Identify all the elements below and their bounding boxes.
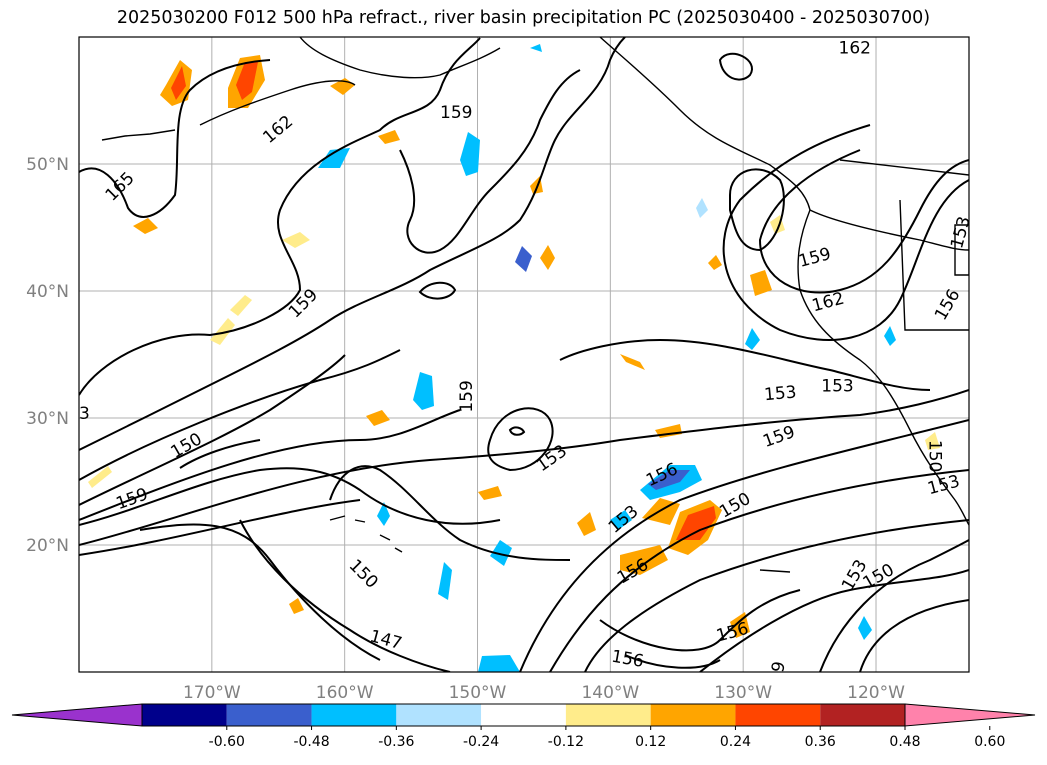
- colorbar-segment: [142, 704, 227, 726]
- lat-label: 30°N: [26, 409, 69, 429]
- colorbar-outline: [141, 703, 906, 727]
- refractivity-contours: [79, 37, 969, 672]
- contour-label: 9: [768, 660, 790, 674]
- lon-label: 150°W: [449, 683, 507, 703]
- lat-label: 40°N: [26, 282, 69, 302]
- colorbar-tick-label: -0.12: [548, 734, 584, 750]
- colorbar-segment: [735, 704, 821, 726]
- lon-label: 140°W: [581, 683, 639, 703]
- colorbar-tick-label: 0.24: [720, 734, 751, 750]
- colorbar-segment: [396, 704, 482, 726]
- lat-label: 50°N: [26, 155, 69, 175]
- contour-label: 153: [947, 214, 975, 251]
- contour-label: 153: [821, 376, 853, 396]
- colorbar-segment: [311, 704, 397, 726]
- colorbar-tick-label: 0.36: [805, 734, 836, 750]
- latitude-labels: 50°N 40°N 30°N 20°N: [26, 155, 69, 556]
- contour-label: 150: [924, 440, 944, 472]
- colorbar: -0.60 -0.48 -0.36 -0.24 -0.12 0.12 0.24 0.36 0.4…: [11, 703, 1036, 750]
- contour-label: 153: [763, 382, 797, 405]
- lon-label: 120°W: [847, 683, 905, 703]
- map-background: [79, 37, 969, 672]
- colorbar-extend-min: [11, 703, 143, 727]
- contour-label: 162: [839, 38, 871, 58]
- lon-label: 160°W: [316, 683, 374, 703]
- plot-title: 2025030200 F012 500 hPa refract., river …: [116, 8, 931, 28]
- lon-label: 170°W: [183, 683, 241, 703]
- colorbar-tick-label: 0.48: [889, 734, 920, 750]
- precip-pc-negative-areas: [318, 44, 896, 672]
- colorbar-tick-label: -0.36: [378, 734, 414, 750]
- contour-label: 53: [68, 404, 90, 424]
- colorbar-segment: [481, 704, 566, 726]
- longitude-labels: 170°W 160°W 150°W 140°W 130°W 120°W: [183, 683, 905, 703]
- colorbar-tick-label: 0.12: [635, 734, 666, 750]
- contour-label: 159: [457, 380, 477, 412]
- colorbar-segment: [226, 704, 312, 726]
- colorbar-tick-label: -0.60: [209, 734, 245, 750]
- coastlines: [101, 37, 969, 573]
- colorbar-segment: [650, 704, 736, 726]
- colorbar-tick-label: -0.24: [463, 734, 499, 750]
- colorbar-extend-max: [904, 703, 1036, 727]
- map-frame: [78, 36, 970, 673]
- colorbar-segment: [565, 704, 651, 726]
- lon-label: 130°W: [714, 683, 772, 703]
- lat-label: 20°N: [26, 536, 69, 556]
- colorbar-segment: [820, 704, 905, 726]
- contour-label: 159: [440, 103, 472, 123]
- colorbar-tick-label: 0.60: [974, 734, 1005, 750]
- colorbar-tick-label: -0.48: [293, 734, 329, 750]
